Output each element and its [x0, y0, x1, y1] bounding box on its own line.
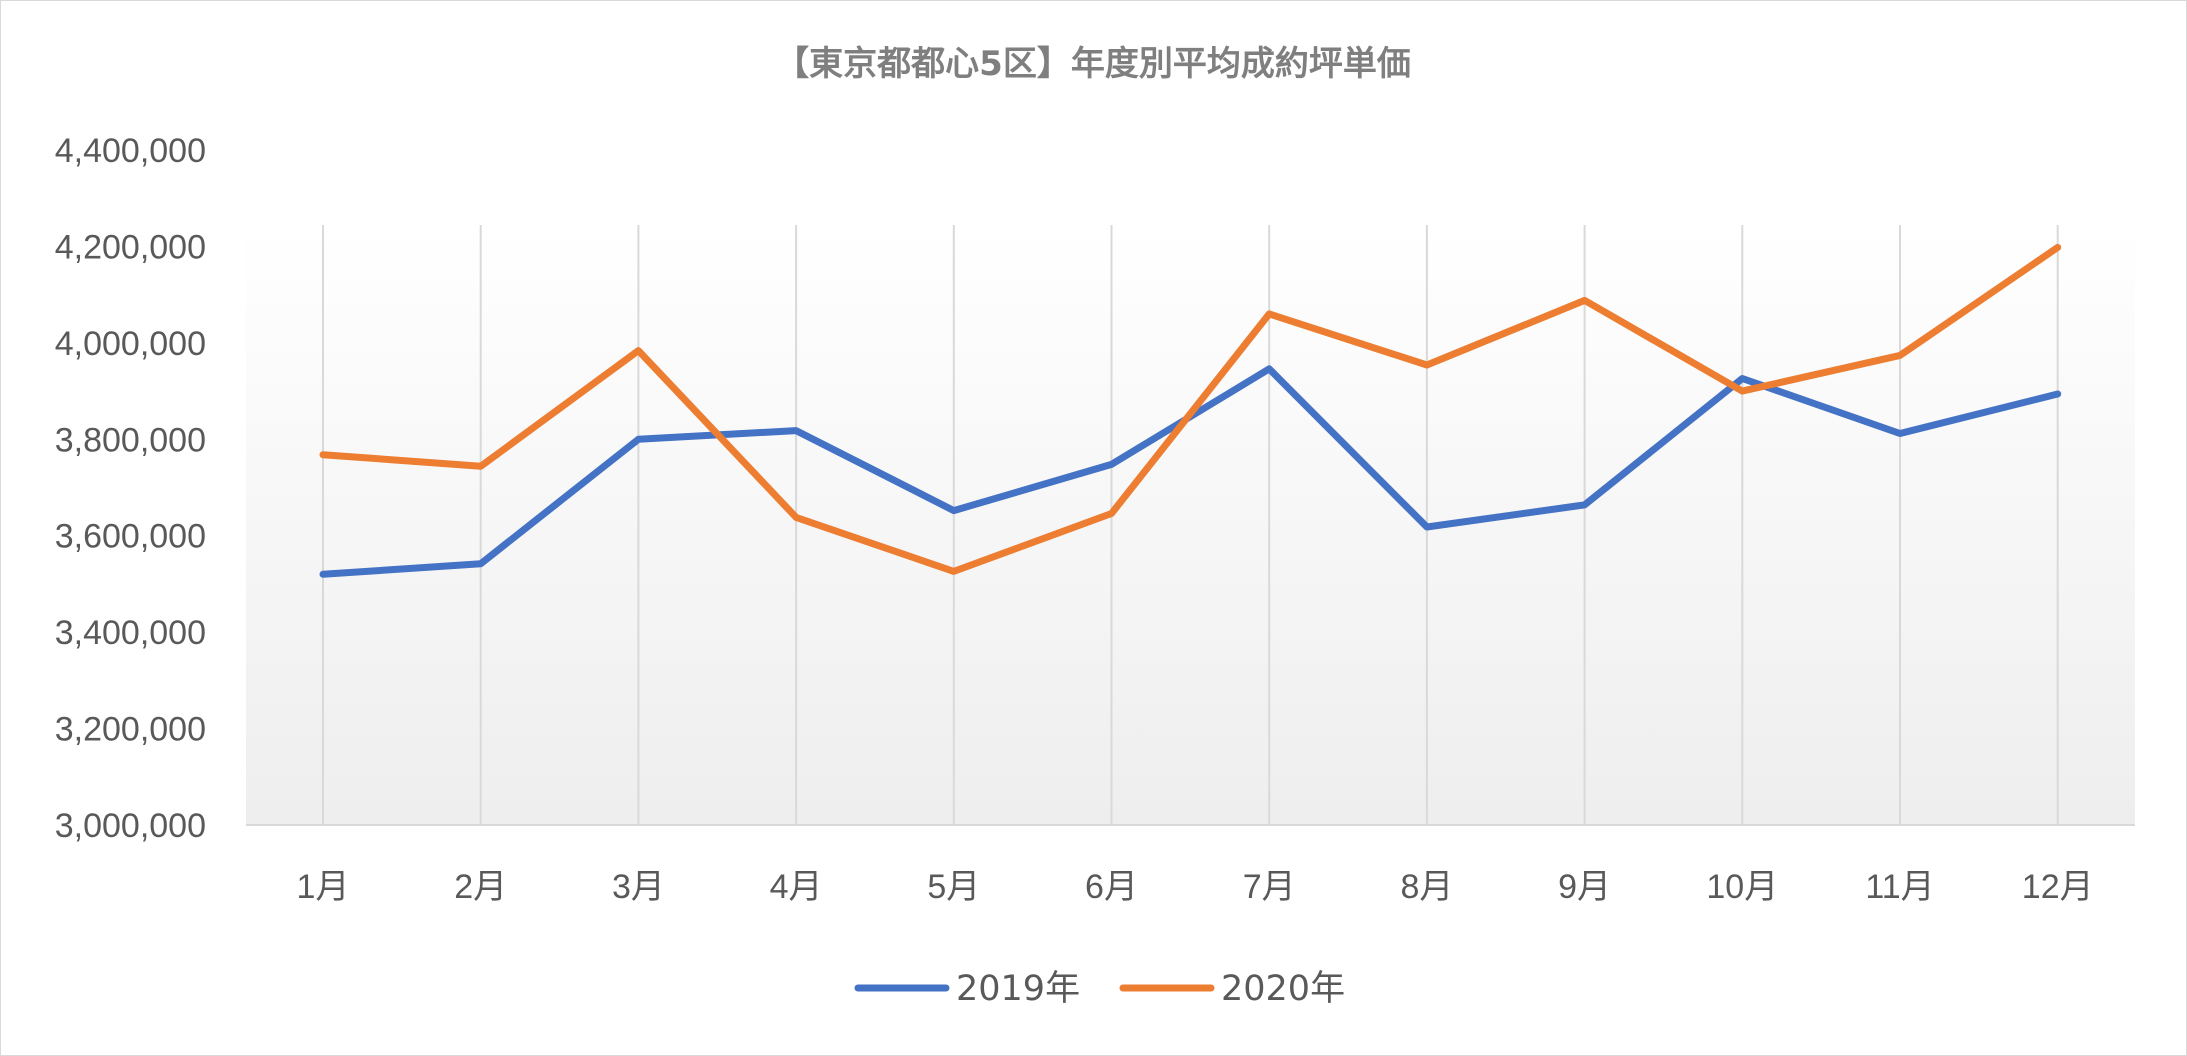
data-point [478, 464, 483, 469]
data-point [478, 561, 483, 566]
data-point [1267, 366, 1272, 371]
x-tick-label: 1月 [297, 868, 350, 906]
data-point [1582, 298, 1587, 303]
y-tick-label: 4,200,000 [55, 228, 206, 266]
data-point [1740, 389, 1745, 394]
y-tick-label: 4,400,000 [55, 132, 206, 170]
x-tick-label: 10月 [1706, 868, 1778, 906]
data-point [1109, 462, 1114, 467]
x-tick-label: 11月 [1865, 868, 1934, 906]
y-tick-label: 3,000,000 [55, 807, 206, 845]
y-tick-label: 4,000,000 [55, 325, 206, 363]
x-tick-label: 7月 [1243, 868, 1296, 906]
series-lines [319, 243, 2062, 578]
legend: 2019年 2020年 [854, 969, 1345, 1009]
data-point [321, 452, 325, 457]
x-tick-label: 9月 [1558, 868, 1611, 906]
x-tick-label: 8月 [1400, 868, 1453, 906]
data-point [2055, 391, 2060, 396]
x-tick-label: 4月 [770, 868, 823, 906]
legend-label: 2019年 [956, 969, 1080, 1009]
x-axis-tick-labels: 1月 2月 3月 4月 5月 6月 7月 8月 9月 10月 11月 12月 [297, 868, 2094, 906]
data-point [636, 437, 641, 442]
x-tick-label: 3月 [612, 868, 665, 906]
y-tick-label: 3,200,000 [55, 711, 206, 749]
data-point [1109, 511, 1114, 516]
data-point [794, 515, 799, 520]
data-point [1424, 525, 1429, 530]
plot-area-background [246, 225, 2135, 825]
gridlines [322, 225, 2059, 825]
series-line [319, 243, 2062, 575]
chart-title: 【東京都都心5区】年度別平均成約坪単価 [775, 44, 1411, 84]
data-point [951, 508, 956, 513]
data-point [636, 348, 641, 353]
x-tick-label: 12月 [2022, 868, 2094, 906]
data-point [321, 572, 325, 577]
x-tick-label: 5月 [927, 868, 980, 906]
y-tick-label: 3,600,000 [55, 518, 206, 556]
data-point [1898, 353, 1902, 358]
data-point [1898, 431, 1902, 436]
data-point [951, 569, 956, 574]
data-point [2055, 245, 2060, 250]
y-tick-label: 3,800,000 [55, 421, 206, 459]
data-point [794, 428, 799, 433]
x-tick-label: 6月 [1085, 868, 1138, 906]
legend-label: 2020年 [1221, 969, 1345, 1009]
y-axis-tick-labels: 3,000,000 3,200,000 3,400,000 3,600,000 3,80… [55, 132, 206, 845]
data-point [1267, 311, 1272, 316]
x-tick-label: 2月 [454, 868, 507, 906]
data-point [1740, 376, 1745, 381]
data-point [1582, 502, 1587, 507]
y-tick-label: 3,400,000 [55, 614, 206, 652]
data-point [1424, 363, 1429, 368]
